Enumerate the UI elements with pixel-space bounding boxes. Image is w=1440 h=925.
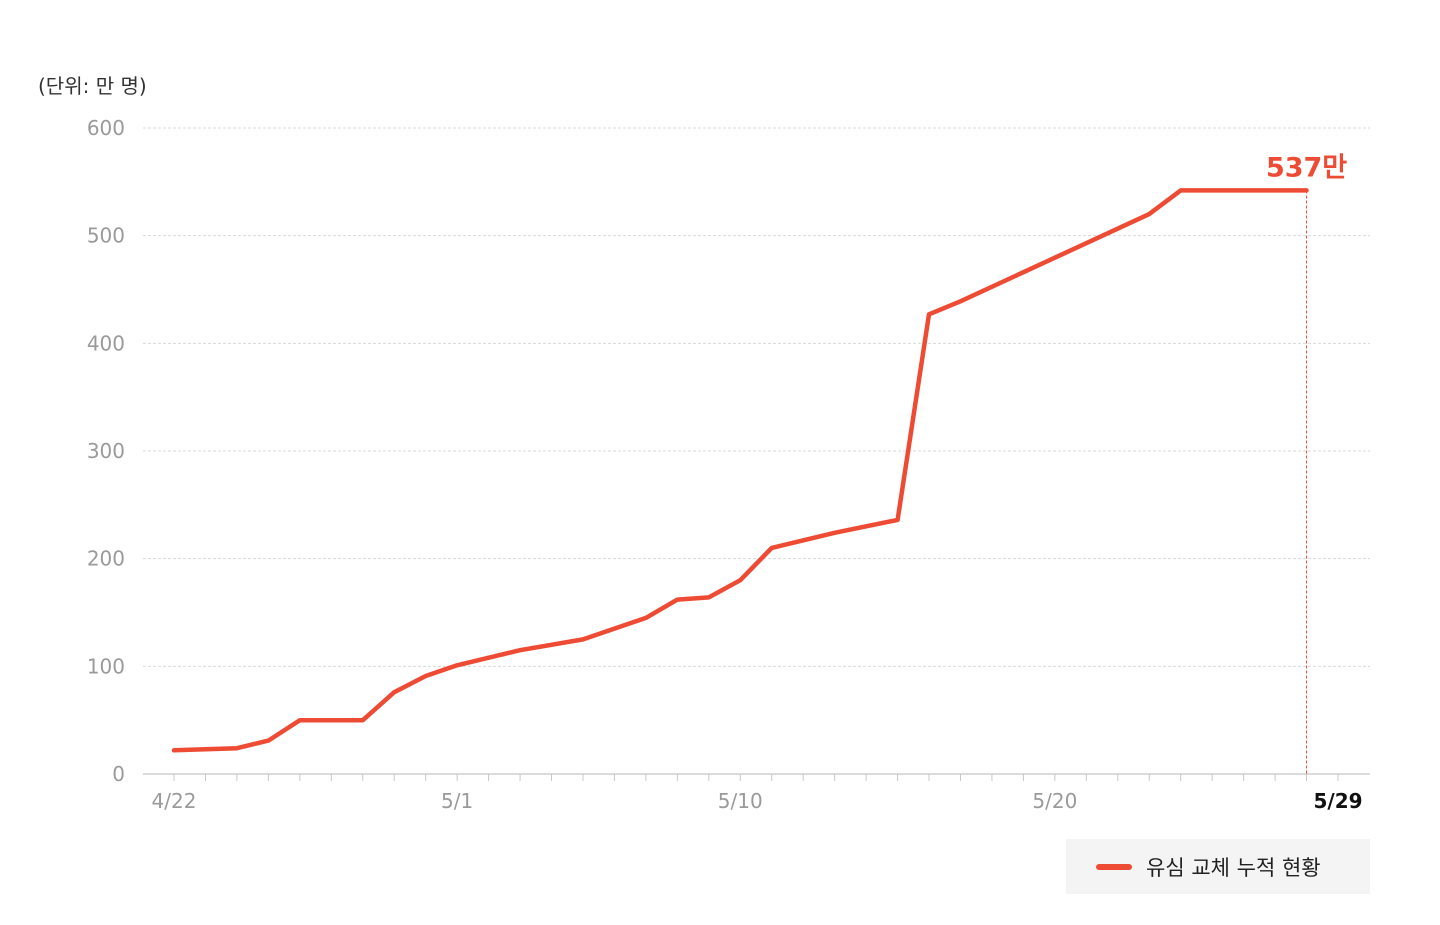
y-tick-label: 500 — [87, 224, 125, 248]
unit-label: (단위: 만 명) — [38, 74, 147, 98]
grid-lines — [143, 127, 1370, 667]
x-tick-labels: 4/22 5/1 5/10 5/20 5/29 — [152, 789, 1363, 813]
y-tick-label: 100 — [87, 654, 125, 678]
end-value-label: 537만 — [1266, 152, 1347, 183]
x-tick-label: 4/22 — [152, 789, 197, 813]
x-tick-label: 5/1 — [441, 789, 473, 813]
y-tick-label: 300 — [87, 439, 125, 463]
x-axis — [143, 773, 1370, 781]
y-tick-label: 400 — [87, 331, 125, 355]
legend: 유심 교체 누적 현황 — [1066, 839, 1370, 894]
series-lines — [171, 188, 1309, 753]
legend-label: 유심 교체 누적 현황 — [1146, 855, 1321, 880]
y-tick-labels: 0 100 200 300 400 500 600 — [87, 116, 125, 786]
x-tick-label: 5/20 — [1032, 789, 1077, 813]
y-tick-label: 200 — [87, 547, 125, 571]
y-tick-label: 600 — [87, 116, 125, 140]
legend-swatch — [1096, 863, 1132, 870]
y-tick-label: 0 — [112, 762, 125, 786]
annotations: 537만 — [1266, 152, 1347, 183]
x-tick-label: 5/29 — [1313, 789, 1362, 813]
series-line — [171, 188, 1309, 753]
x-tick-label: 5/10 — [718, 789, 763, 813]
